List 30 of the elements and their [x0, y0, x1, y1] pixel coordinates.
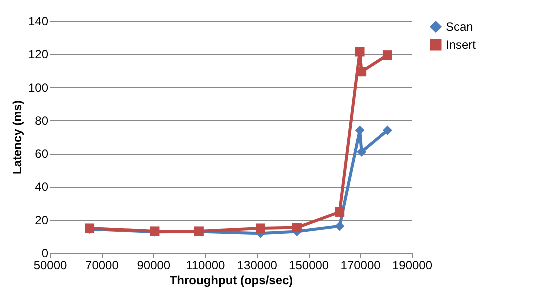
x-tick-label: 50000: [34, 258, 68, 272]
y-tick-label: 0: [42, 246, 49, 260]
y-tick-label: 60: [35, 147, 49, 162]
point: [382, 126, 392, 136]
y-tick-label: 80: [35, 114, 49, 128]
point: [335, 207, 345, 217]
x-tick-label: 130000: [237, 258, 278, 272]
y-tick-label: 120: [28, 48, 49, 62]
point: [335, 222, 345, 232]
x-tick-label: 150000: [289, 258, 330, 272]
point: [355, 126, 365, 136]
x-tick-label: 190000: [392, 258, 433, 272]
point: [256, 224, 266, 234]
point: [357, 147, 367, 157]
legend-label: Insert: [446, 38, 477, 52]
x-tick-label: 110000: [186, 258, 226, 272]
x-tick-label: 90000: [137, 258, 171, 272]
y-tick-label: 100: [28, 80, 49, 95]
x-tick-label: 170000: [340, 258, 382, 272]
point: [382, 50, 392, 60]
point: [355, 47, 365, 57]
point: [292, 223, 302, 233]
y-axis-title: Latency (ms): [10, 100, 24, 175]
x-axis-title: Throughput (ops/sec): [170, 274, 294, 288]
legend-label: Scan: [446, 20, 474, 34]
point: [357, 67, 367, 77]
y-tick-label: 140: [28, 14, 49, 28]
y-tick-label: 20: [35, 213, 49, 228]
x-tick-label: 70000: [86, 258, 120, 272]
y-tick-label: 40: [35, 180, 49, 194]
